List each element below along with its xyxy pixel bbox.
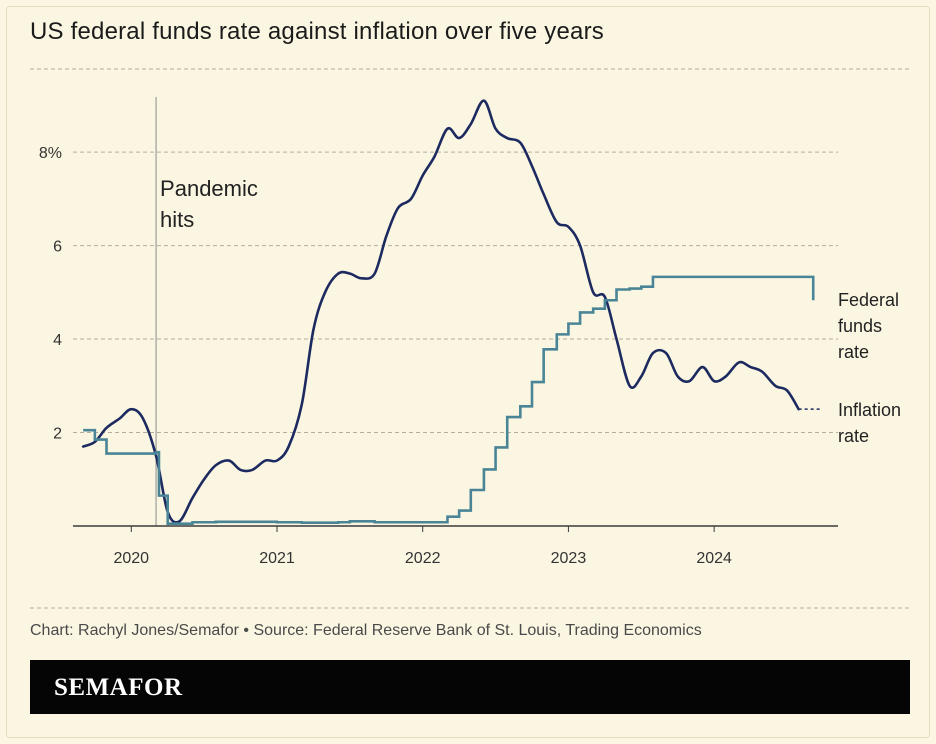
chart-source-credit: Chart: Rachyl Jones/Semafor • Source: Fe… (30, 622, 702, 639)
legend-inflation-line-2: rate (838, 426, 869, 446)
y-tick-label-8: 8% (39, 145, 62, 162)
chart-title: US federal funds rate against inflation … (30, 18, 604, 45)
brand-logo-text: SEMAFOR (54, 674, 183, 701)
legend-federal-funds-line-1: Federal (838, 290, 899, 310)
y-tick-label-4: 4 (53, 332, 62, 349)
federal-funds-rate-line (83, 275, 815, 525)
y-tick-label-2: 2 (53, 426, 62, 443)
x-tick-label-2023: 2023 (551, 550, 587, 567)
legend-layer: Federal funds rate Inflation rate (838, 290, 901, 446)
chart-frame (6, 6, 930, 738)
series-layer (81, 99, 822, 525)
pandemic-annotation-line-2: hits (160, 207, 194, 232)
legend-federal-funds-line-3: rate (838, 342, 869, 362)
inflation-rate-line (81, 99, 800, 524)
y-tick-label-6: 6 (53, 239, 62, 256)
brand-footer-bar: SEMAFOR (30, 660, 910, 714)
x-tick-label-2020: 2020 (113, 550, 149, 567)
x-tick-label-2024: 2024 (696, 550, 732, 567)
x-tick-label-2022: 2022 (405, 550, 441, 567)
axis-layer: 8% 6 4 2 2020 2021 2022 2023 2024 (39, 145, 838, 567)
pandemic-annotation-line-1: Pandemic (160, 176, 258, 201)
legend-federal-funds-line-2: funds (838, 316, 882, 336)
gridline-layer (73, 151, 838, 434)
annotation-layer: Pandemic hits (155, 97, 258, 526)
legend-inflation-line-1: Inflation (838, 400, 901, 420)
x-tick-label-2021: 2021 (259, 550, 295, 567)
